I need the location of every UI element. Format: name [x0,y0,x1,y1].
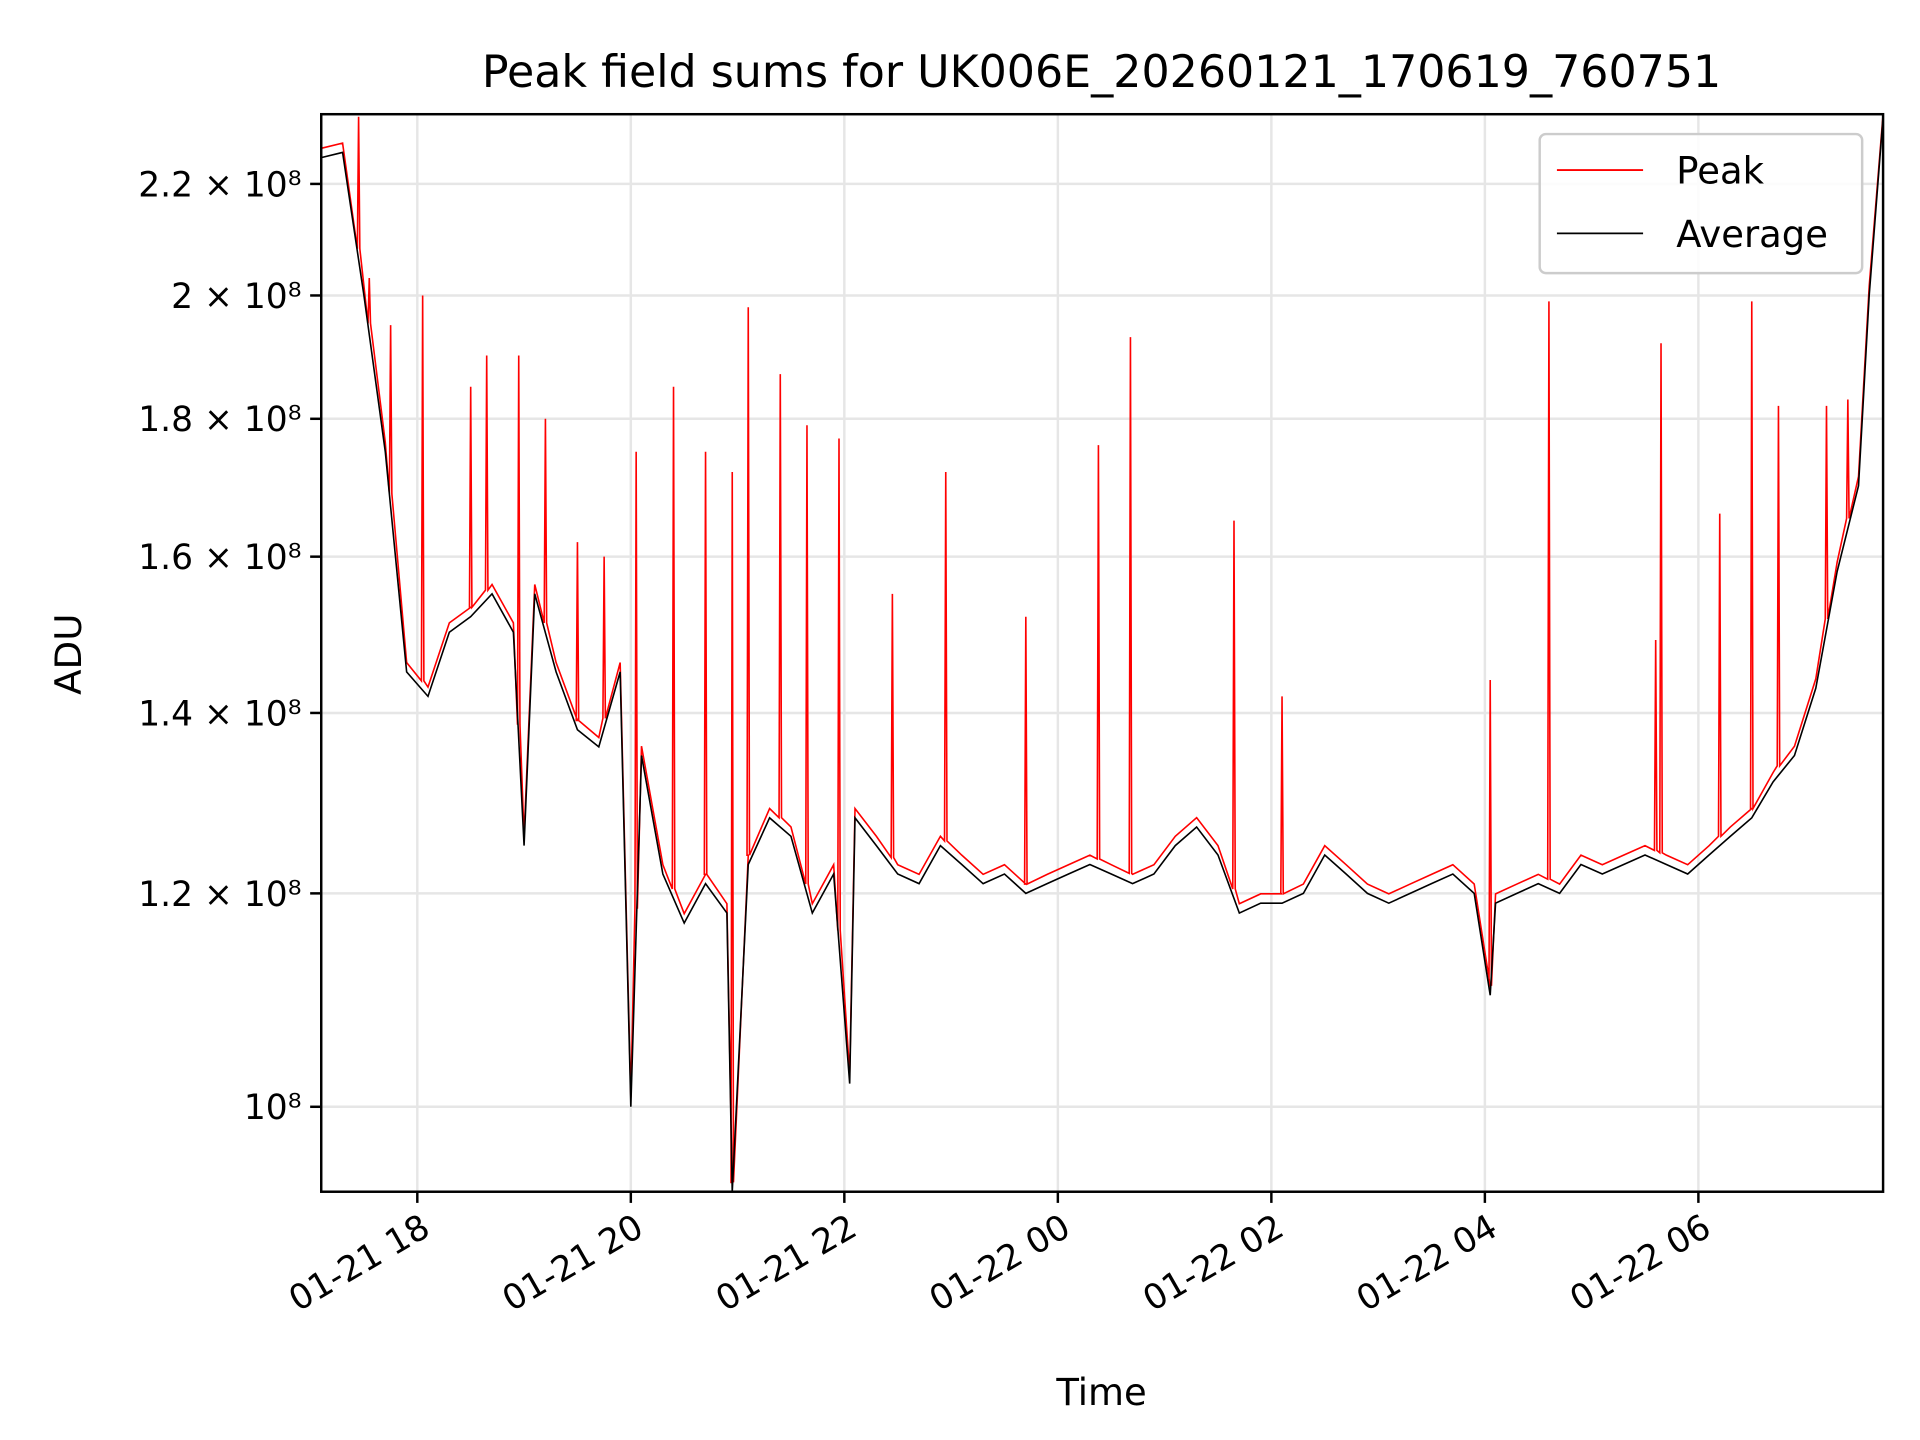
axes-frame [319,112,1885,1193]
x-tick-label: 01-22 06 [1564,1207,1718,1320]
x-axis-label: Time [1055,1371,1146,1414]
y-axis: 10⁸ 1.2 × 10⁸ 1.4 × 10⁸ 1.6 × 10⁸ 1.8 × 10⁸ 2… [138,165,322,1128]
x-tick-label: 01-22 04 [1350,1207,1504,1320]
plot-area [321,114,1884,1192]
legend: Peak Average [1538,132,1864,275]
legend-box [1538,132,1864,275]
y-tick-label: 1.2 × 10⁸ [138,875,301,915]
x-axis: 01-21 18 01-21 20 01-21 22 01-22 00 01-22 02… [282,1191,1718,1320]
series-line-average [321,116,1884,1192]
y-tick-label: 10⁸ [244,1088,302,1128]
x-tick-label: 01-21 18 [282,1207,436,1320]
x-tick-label: 01-22 00 [923,1207,1077,1320]
series-line-peak [321,114,1884,1184]
legend-label-peak: Peak [1676,150,1764,193]
y-tick-label: 2.2 × 10⁸ [138,165,301,205]
x-tick-label: 01-21 22 [709,1207,863,1320]
y-tick-label: 2 × 10⁸ [171,277,301,317]
y-axis-label: ADU [47,614,90,695]
x-tick-label: 01-22 02 [1137,1207,1291,1320]
y-tick-label: 1.8 × 10⁸ [138,400,301,440]
legend-label-average: Average [1676,213,1828,256]
y-tick-label: 1.4 × 10⁸ [138,694,301,734]
grid [321,114,1884,1192]
y-tick-label: 1.6 × 10⁸ [138,538,301,578]
x-tick-label: 01-21 20 [496,1207,650,1320]
chart-title: Peak field sums for UK006E_20260121_1706… [482,47,1721,98]
